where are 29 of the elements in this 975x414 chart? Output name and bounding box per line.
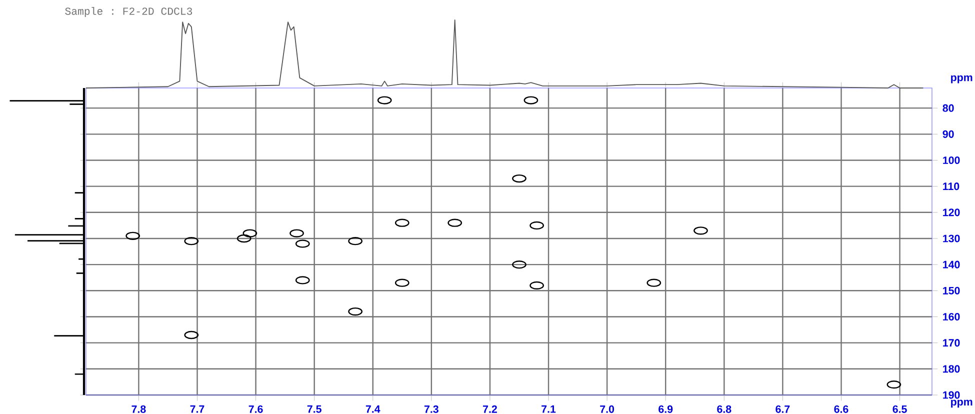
x-tick-label: 7.5: [307, 405, 322, 413]
y-tick-label: 100: [943, 156, 960, 164]
y-tick-label: 150: [943, 286, 960, 294]
x-tick-label: 6.7: [776, 405, 790, 413]
x-tick-label: 7.7: [190, 405, 204, 413]
y-tick-label: 180: [943, 365, 960, 373]
x-tick-label: 7.6: [248, 405, 263, 413]
x-tick-label: 7.3: [424, 405, 438, 413]
y-tick-label: 90: [942, 130, 954, 138]
x-tick-label: 6.6: [834, 405, 848, 413]
y-tick-label: 190: [943, 391, 960, 399]
x-tick-label: 7.0: [600, 405, 614, 413]
x-tick-label: 7.2: [483, 405, 497, 413]
y-tick-label: 160: [943, 312, 960, 321]
y-tick-label: 130: [943, 234, 960, 242]
y-tick-label: 110: [943, 182, 960, 190]
x-tick-label: 7.1: [542, 405, 556, 413]
y-tick-label: 140: [943, 260, 960, 268]
y-tick-label: 170: [943, 339, 960, 347]
x-tick-label: 7.4: [366, 405, 380, 413]
x-tick-label: 6.5: [892, 405, 907, 413]
x-axis-title: ppm: [951, 400, 972, 408]
x-tick-label: 6.8: [717, 405, 732, 413]
text: Sample : F2-2D CDCL3: [65, 7, 192, 17]
y-tick-label: 80: [942, 104, 954, 112]
x-tick-label: 7.8: [132, 405, 146, 413]
y-axis-title: ppm: [951, 75, 972, 84]
y-tick-label: 120: [943, 208, 960, 216]
x-tick-label: 6.9: [658, 405, 673, 413]
